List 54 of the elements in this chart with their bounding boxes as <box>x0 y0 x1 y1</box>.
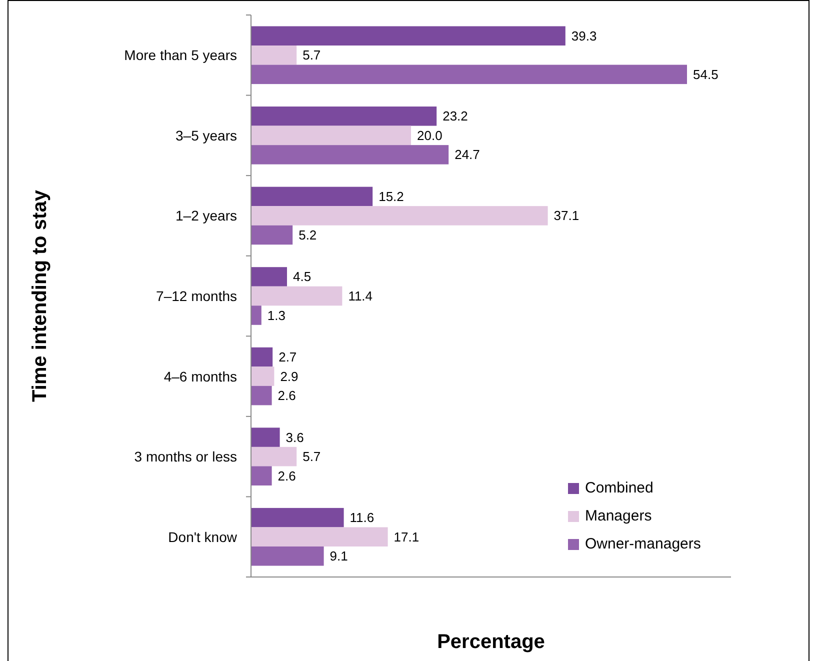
data-label: 20.0 <box>417 128 442 143</box>
data-label: 3.6 <box>286 430 304 445</box>
data-label: 54.5 <box>693 66 718 82</box>
data-label: 9.1 <box>330 548 348 564</box>
data-label: 2.7 <box>278 350 297 365</box>
bar <box>251 286 342 306</box>
bar <box>251 126 411 146</box>
bar <box>251 386 272 406</box>
bar <box>251 186 373 206</box>
data-label: 2.6 <box>278 388 296 404</box>
data-label: 24.7 <box>454 147 480 162</box>
bar <box>251 347 273 367</box>
data-label: 23.2 <box>442 108 468 124</box>
legend-label: Owner-managers <box>585 536 701 552</box>
y-tick-label: 7–12 months <box>156 288 237 304</box>
data-label: 15.2 <box>378 188 404 204</box>
data-label: 2.6 <box>278 468 296 484</box>
data-label: 11.4 <box>348 288 373 304</box>
legend-label: Combined <box>585 480 654 496</box>
bar <box>251 64 687 84</box>
bar <box>251 26 566 46</box>
bar <box>251 145 449 164</box>
bar <box>251 546 324 566</box>
bar <box>251 508 344 528</box>
data-label: 2.9 <box>280 368 298 384</box>
bar <box>251 306 262 325</box>
legend-label: Managers <box>585 508 652 524</box>
bar <box>251 527 388 546</box>
data-label: 5.2 <box>298 227 317 242</box>
y-tick-label: 3–5 years <box>176 127 237 144</box>
data-label: 11.6 <box>350 510 374 526</box>
y-tick-label: More than 5 years <box>124 47 237 64</box>
bar <box>251 446 297 466</box>
data-label: 5.7 <box>302 449 321 464</box>
data-label: 39.3 <box>571 28 597 44</box>
bar <box>251 466 272 486</box>
bar <box>251 428 280 447</box>
bar <box>251 206 548 226</box>
y-tick-label: 1–2 years <box>176 208 237 224</box>
bar <box>251 366 274 386</box>
y-axis-title: Time intending to stay <box>29 189 51 402</box>
data-label: 37.1 <box>554 208 580 224</box>
y-tick-label: 3 months or less <box>134 448 237 465</box>
data-label: 1.3 <box>267 308 286 323</box>
bar <box>251 46 297 65</box>
bar <box>251 267 287 286</box>
y-tick-label: Don't know <box>168 528 238 545</box>
bar <box>251 225 293 245</box>
data-label: 5.7 <box>302 48 321 63</box>
y-tick-label: 4–6 months <box>164 368 237 384</box>
x-axis-title: Percentage <box>437 631 545 653</box>
data-label: 4.5 <box>293 269 312 284</box>
bar <box>251 106 437 126</box>
data-label: 17.1 <box>394 529 420 544</box>
